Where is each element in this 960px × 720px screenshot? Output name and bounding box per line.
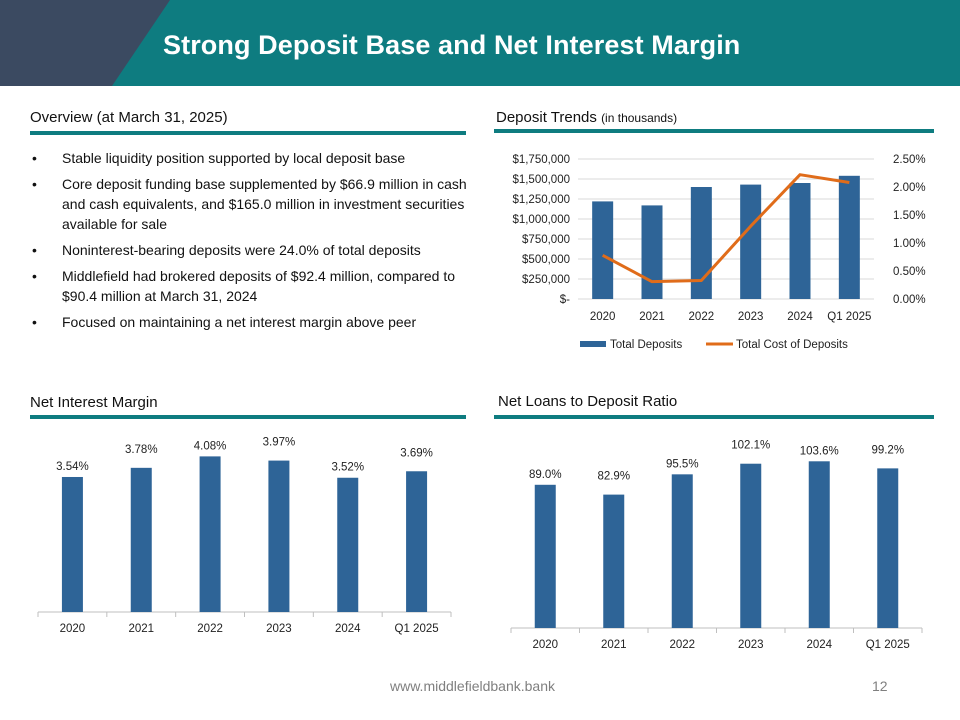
nim-x-tick: 2021 <box>128 623 154 635</box>
bullet-item: • Middlefield had brokered deposits of $9… <box>32 268 456 304</box>
page-title: Strong Deposit Base and Net Interest Mar… <box>163 30 741 60</box>
bullet-dot-icon: • <box>32 176 37 192</box>
ltd-x-tick: 2022 <box>669 639 695 651</box>
ltd-data-label: 103.6% <box>800 445 839 457</box>
header-banner: Strong Deposit Base and Net Interest Mar… <box>0 0 960 86</box>
deposit-x-tick: 2023 <box>738 311 764 323</box>
overview-rule <box>30 131 466 135</box>
nim-bar <box>130 467 152 612</box>
nim-data-label: 3.52% <box>331 462 364 474</box>
deposit-y-right-tick: 0.00% <box>893 294 926 306</box>
deposit-y-right-tick: 1.50% <box>893 210 926 222</box>
bullet-dot-icon: • <box>32 314 37 330</box>
ltd-x-tick: Q1 2025 <box>866 639 910 651</box>
legend-total-deposits-label: Total Deposits <box>610 339 682 351</box>
ltd-data-label: 89.0% <box>529 469 562 481</box>
deposit-y-left-tick: $1,000,000 <box>512 214 570 226</box>
nim-bar <box>199 456 221 612</box>
deposit-x-tick: Q1 2025 <box>827 311 871 323</box>
page-number: 12 <box>872 678 888 694</box>
deposit-y-right-tick: 0.50% <box>893 266 926 278</box>
bullet-dot-icon: • <box>32 242 37 258</box>
overview-bullet-list: • Stable liquidity position supported by … <box>30 148 470 338</box>
ltd-data-label: 82.9% <box>597 471 630 483</box>
deposit-bar <box>641 205 663 299</box>
bullet-item: • Stable liquidity position supported by … <box>32 150 406 166</box>
nim-data-label: 3.54% <box>56 461 89 473</box>
deposit-bar <box>740 184 762 299</box>
deposit-bar <box>838 175 860 299</box>
ltd-bar <box>740 463 762 628</box>
nim-bar <box>337 477 359 612</box>
bullet-item: • Core deposit funding base supplemented … <box>32 176 467 232</box>
deposit-y-left-tick: $1,250,000 <box>512 194 570 206</box>
bullet-item: • Focused on maintaining a net interest m… <box>32 314 417 330</box>
nim-data-label: 3.78% <box>125 444 158 456</box>
nim-x-tick: 2023 <box>266 623 292 635</box>
ltd-x-tick: 2023 <box>738 639 764 651</box>
nim-title: Net Interest Margin <box>30 394 158 411</box>
ltd-bar <box>534 484 556 628</box>
legend-total-deposits-swatch <box>580 341 606 347</box>
deposit-y-left-tick: $- <box>560 294 570 306</box>
overview-title: Overview (at March 31, 2025) <box>30 109 228 126</box>
nim-x-tick: 2020 <box>60 623 86 635</box>
header-accent-shape <box>0 0 170 86</box>
nim-rule <box>30 415 466 419</box>
deposit-trends-title: Deposit Trends (in thousands) <box>496 109 678 126</box>
footer-url: www.middlefieldbank.bank <box>390 678 555 694</box>
nim-bar <box>268 460 290 612</box>
nim-x-tick: 2024 <box>335 623 361 635</box>
ltd-x-tick: 2020 <box>532 639 558 651</box>
deposit-trends-rule <box>494 129 934 133</box>
deposit-bar <box>592 201 614 299</box>
deposit-y-left-tick: $500,000 <box>522 254 570 266</box>
deposit-trends-subtitle: (in thousands) <box>601 111 678 125</box>
bullet-item: • Noninterest-bearing deposits were 24.0%… <box>32 242 421 258</box>
nim-bar <box>406 471 428 612</box>
ltd-title: Net Loans to Deposit Ratio <box>498 393 678 410</box>
nim-data-label: 3.69% <box>400 447 433 459</box>
bullet-dot-icon: • <box>32 150 37 166</box>
ltd-bar <box>808 461 830 628</box>
nim-bar <box>61 476 83 612</box>
bullet-dot-icon: • <box>32 268 37 284</box>
nim-data-label: 3.97% <box>263 437 296 449</box>
ltd-x-tick: 2021 <box>601 639 627 651</box>
deposit-y-left-tick: $250,000 <box>522 274 570 286</box>
ltd-data-label: 102.1% <box>731 440 770 452</box>
cost-of-deposits-line <box>601 173 850 284</box>
ltd-data-label: 95.5% <box>666 458 699 470</box>
legend-cost-of-deposits-label: Total Cost of Deposits <box>736 339 848 351</box>
ltd-rule <box>494 415 934 419</box>
ltd-bar <box>877 468 899 628</box>
deposit-x-tick: 2021 <box>639 311 665 323</box>
ltd-x-tick: 2024 <box>806 639 832 651</box>
deposit-bar <box>789 183 811 299</box>
deposit-y-right-tick: 1.00% <box>893 238 926 250</box>
deposit-y-left-tick: $750,000 <box>522 234 570 246</box>
deposit-y-right-tick: 2.00% <box>893 182 926 194</box>
deposit-bar <box>690 187 712 299</box>
ltd-bar <box>603 494 625 628</box>
deposit-x-tick: 2022 <box>689 311 715 323</box>
nim-x-tick: 2022 <box>197 623 223 635</box>
ltd-data-label: 99.2% <box>871 444 904 456</box>
deposit-y-right-tick: 2.50% <box>893 154 926 166</box>
deposit-x-tick: 2024 <box>787 311 813 323</box>
ltd-bar <box>671 474 693 628</box>
nim-x-tick: Q1 2025 <box>395 623 439 635</box>
deposit-x-tick: 2020 <box>590 311 616 323</box>
nim-data-label: 4.08% <box>194 440 227 452</box>
deposit-y-left-tick: $1,500,000 <box>512 174 570 186</box>
deposit-y-left-tick: $1,750,000 <box>512 154 570 166</box>
